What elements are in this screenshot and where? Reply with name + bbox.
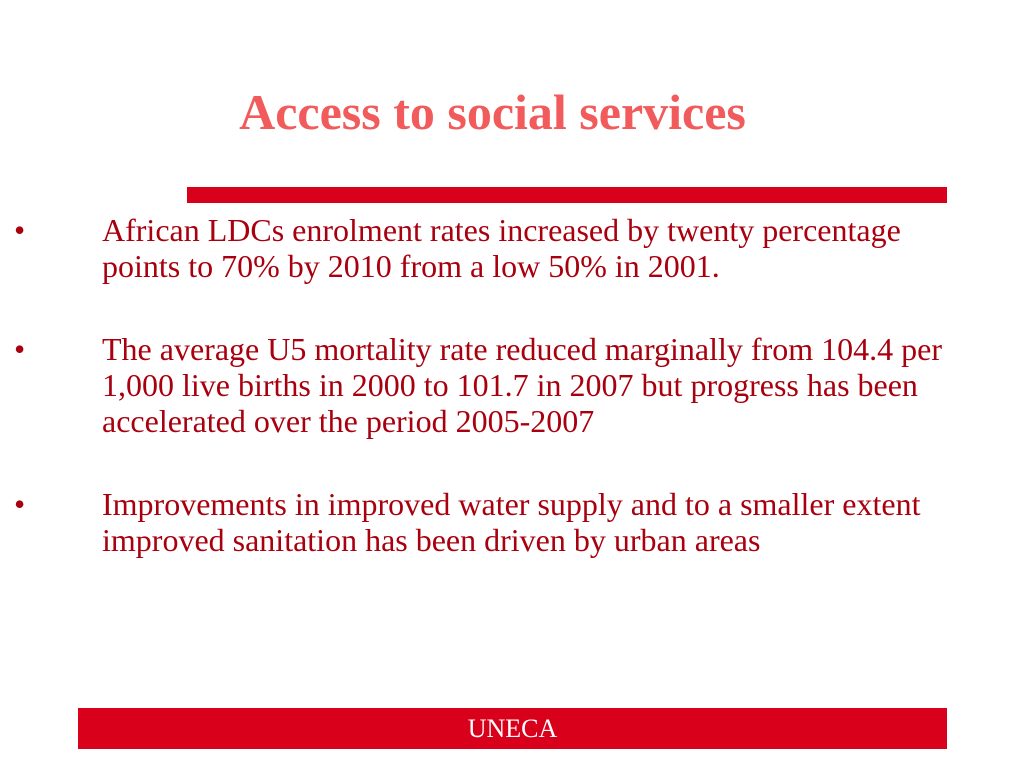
bullet-list: • African LDCs enrolment rates increased… <box>0 212 1024 605</box>
bullet-item: • African LDCs enrolment rates increased… <box>0 212 1024 284</box>
footer-label: UNECA <box>467 714 558 743</box>
bullet-item: • The average U5 mortality rate reduced … <box>0 331 1024 439</box>
title-underline-bar <box>187 187 947 203</box>
bullet-item: • Improvements in improved water supply … <box>0 486 1024 558</box>
bullet-text: African LDCs enrolment rates increased b… <box>102 212 901 284</box>
bullet-icon: • <box>14 212 26 248</box>
bullet-icon: • <box>14 486 26 522</box>
footer-bar: UNECA <box>78 708 947 749</box>
slide-title: Access to social services <box>239 84 746 140</box>
bullet-text: Improvements in improved water supply an… <box>102 486 921 558</box>
bullet-icon: • <box>14 331 26 367</box>
bullet-text: The average U5 mortality rate reduced ma… <box>102 331 942 439</box>
